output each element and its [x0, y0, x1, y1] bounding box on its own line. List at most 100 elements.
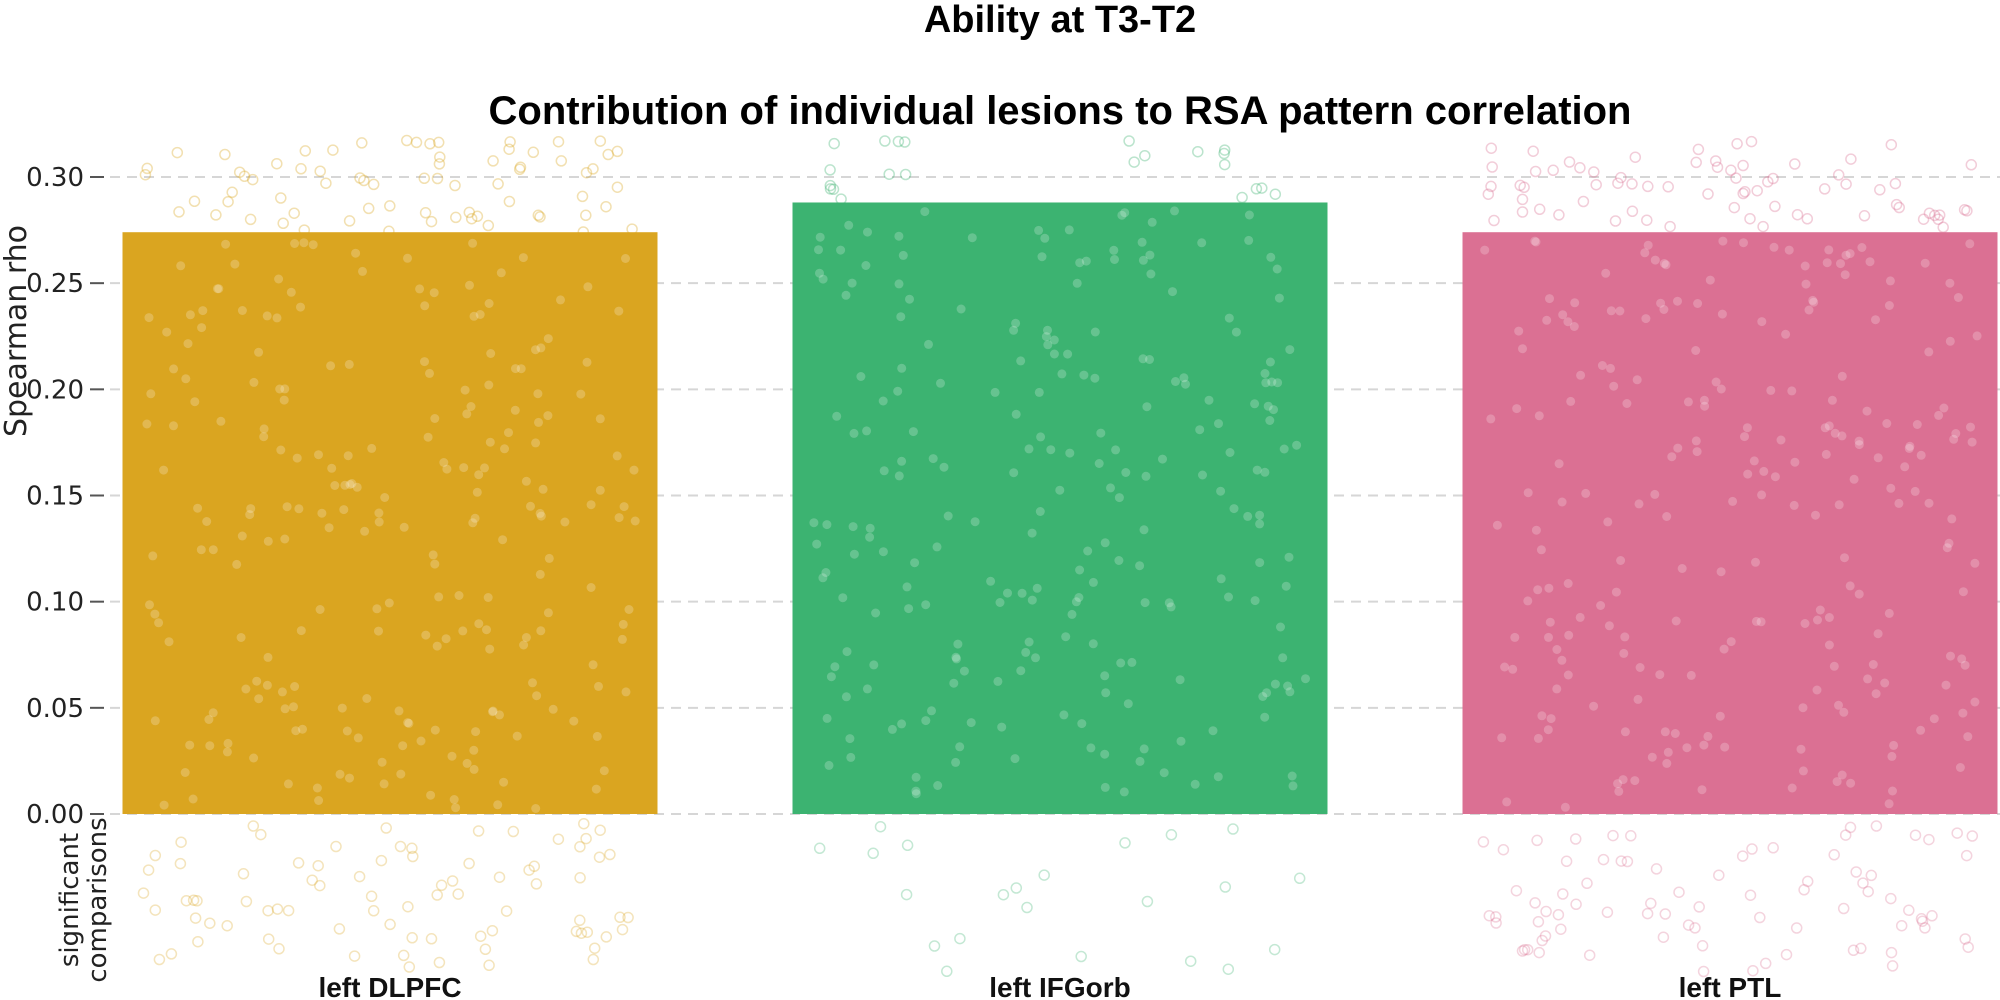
data-point: [314, 796, 324, 805]
data-point: [425, 215, 438, 228]
data-point: [1527, 145, 1539, 157]
data-point: [1751, 557, 1760, 567]
data-point: [1857, 243, 1867, 252]
data-point: [594, 135, 607, 147]
data-point: [1865, 257, 1875, 267]
data-point: [146, 389, 156, 399]
data-point: [1583, 949, 1596, 961]
data-point: [187, 894, 200, 906]
data-point: [430, 414, 440, 423]
data-point: [236, 633, 246, 642]
data-point: [315, 605, 325, 614]
data-point: [990, 387, 1000, 397]
data-point: [1870, 820, 1883, 832]
data-point: [1533, 585, 1543, 595]
data-point: [1739, 238, 1748, 248]
data-point: [849, 549, 859, 559]
data-point: [1815, 605, 1825, 615]
data-point: [588, 660, 598, 670]
data-point: [1840, 553, 1849, 563]
data-point: [384, 598, 394, 608]
data-point: [429, 288, 439, 298]
data-point: [226, 186, 238, 199]
data-point: [618, 619, 628, 629]
data-point: [1673, 296, 1682, 306]
data-point: [144, 313, 154, 323]
data-point: [1824, 421, 1834, 431]
data-point: [263, 536, 273, 546]
data-point: [238, 170, 251, 183]
data-point: [897, 456, 907, 466]
data-point: [1920, 258, 1930, 268]
data-point: [262, 933, 275, 945]
data-point: [500, 444, 509, 454]
data-point: [474, 470, 484, 480]
data-point: [1855, 942, 1867, 955]
data-point: [908, 427, 918, 437]
data-point: [1916, 725, 1926, 735]
data-point: [1640, 248, 1650, 258]
data-point: [275, 384, 285, 394]
data-point: [286, 287, 296, 297]
data-point: [899, 136, 911, 148]
data-point: [1518, 181, 1530, 194]
data-point: [587, 163, 599, 175]
data-point: [1164, 598, 1174, 608]
data-point: [1227, 823, 1239, 835]
data-point: [463, 206, 476, 219]
data-point: [276, 445, 286, 455]
data-point: [500, 905, 513, 917]
data-point: [139, 168, 152, 181]
data-point: [951, 652, 961, 662]
data-point: [1874, 184, 1886, 196]
data-point: [1081, 256, 1091, 266]
data-point: [1650, 255, 1660, 265]
data-point: [1597, 361, 1607, 370]
data-point: [425, 933, 438, 945]
data-point: [1135, 756, 1145, 766]
data-point: [521, 476, 531, 486]
data-point: [1827, 395, 1837, 405]
data-point: [1845, 581, 1855, 591]
data-point: [271, 903, 284, 915]
data-point: [339, 505, 349, 515]
data-point: [1040, 233, 1050, 243]
data-point: [1837, 770, 1847, 780]
data-point: [222, 195, 234, 208]
data-point: [410, 136, 423, 149]
data-point: [1123, 135, 1135, 147]
data-point: [1170, 206, 1179, 216]
data-point: [169, 421, 178, 431]
data-point: [1650, 489, 1660, 499]
data-point: [290, 239, 300, 248]
data-point: [492, 178, 504, 190]
data-point: [544, 553, 554, 563]
data-point: [486, 349, 496, 358]
data-point: [1854, 436, 1864, 446]
data-point: [504, 136, 516, 148]
y-tick-label: 0.00: [26, 800, 84, 830]
data-point: [543, 411, 553, 421]
data-point: [576, 389, 586, 399]
data-point: [611, 181, 624, 193]
data-point: [142, 864, 155, 876]
data-point: [932, 542, 942, 552]
data-point: [1711, 161, 1724, 173]
data-point: [159, 800, 169, 810]
data-point: [503, 195, 516, 208]
data-point: [479, 943, 492, 956]
data-point: [848, 522, 858, 532]
data-point: [1801, 213, 1814, 225]
data-point: [528, 860, 541, 873]
data-point: [828, 137, 840, 150]
data-point: [1532, 916, 1545, 928]
data-point: [1949, 434, 1959, 444]
data-point: [869, 660, 879, 670]
data-point: [493, 871, 506, 883]
data-point: [1011, 409, 1021, 419]
data-point: [1510, 632, 1520, 642]
data-point: [1270, 679, 1280, 689]
data-point: [580, 832, 592, 845]
data-point: [1533, 733, 1543, 743]
x-labels: left DLPFC left IFGorb left PTL: [318, 972, 1781, 1000]
